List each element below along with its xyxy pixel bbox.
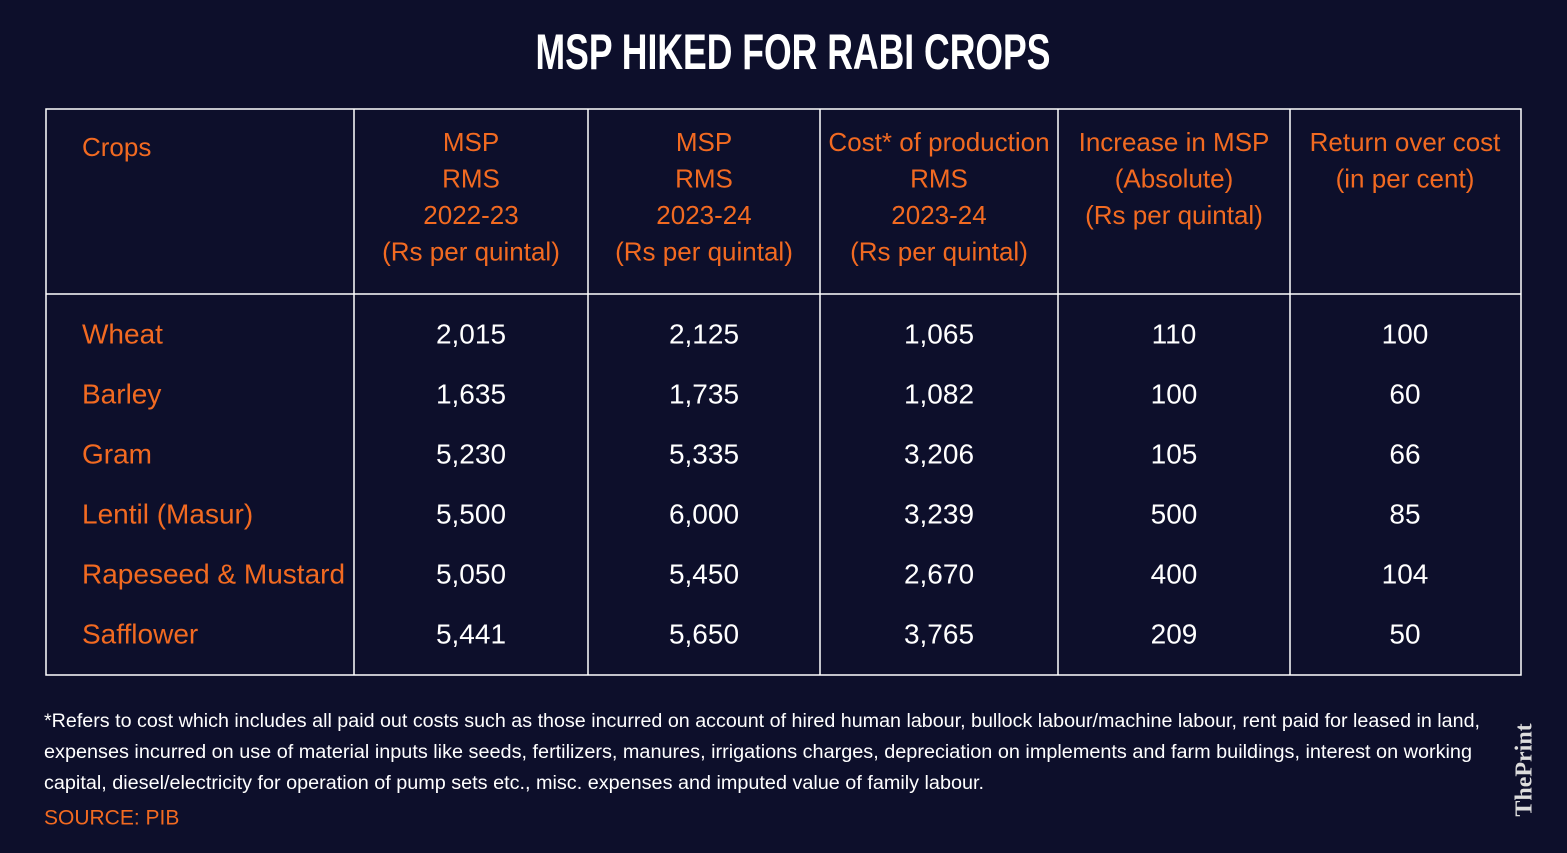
cell-value: 1,635 (436, 378, 506, 409)
crop-name: Barley (82, 378, 161, 409)
cell-value: 66 (1389, 438, 1420, 469)
footnote: expenses incurred on use of material inp… (44, 742, 1472, 763)
column-header: (in per cent) (1336, 163, 1475, 193)
cell-value: 105 (1151, 438, 1198, 469)
logo: ThePrint (1512, 723, 1538, 816)
column-header: RMS (442, 163, 500, 193)
crop-name: Wheat (82, 318, 163, 349)
column-header: (Rs per quintal) (1085, 200, 1263, 230)
cell-value: 5,500 (436, 498, 506, 529)
source: SOURCE: PIB (44, 807, 179, 830)
footnote: *Refers to cost which includes all paid … (44, 711, 1480, 732)
column-header: MSP (443, 127, 499, 157)
cell-value: 5,450 (669, 558, 739, 589)
footnote: capital, diesel/electricity for operatio… (44, 773, 984, 794)
crop-name: Gram (82, 438, 152, 469)
cell-value: 3,206 (904, 438, 974, 469)
crop-name: Rapeseed & Mustard (82, 558, 345, 589)
cell-value: 104 (1382, 558, 1429, 589)
cell-value: 85 (1389, 498, 1420, 529)
crop-name: Safflower (82, 618, 198, 649)
column-header: Return over cost (1310, 127, 1502, 157)
column-header: Crops (82, 132, 151, 162)
cell-value: 2,125 (669, 318, 739, 349)
column-header: RMS (910, 163, 968, 193)
column-header: 2022-23 (423, 200, 518, 230)
column-header: Increase in MSP (1079, 127, 1270, 157)
cell-value: 110 (1152, 318, 1197, 349)
title: MSP HIKED FOR RABI CROPS (536, 24, 1051, 80)
column-header: RMS (675, 163, 733, 193)
cell-value: 1,065 (904, 318, 974, 349)
cell-value: 400 (1151, 558, 1198, 589)
column-header: (Absolute) (1115, 163, 1234, 193)
cell-value: 5,335 (669, 438, 739, 469)
cell-value: 60 (1389, 378, 1420, 409)
column-header: Cost* of production (828, 127, 1049, 157)
cell-value: 209 (1151, 618, 1198, 649)
cell-value: 1,082 (904, 378, 974, 409)
column-header: 2023-24 (891, 200, 986, 230)
column-header: (Rs per quintal) (382, 236, 560, 266)
cell-value: 2,670 (904, 558, 974, 589)
column-header: (Rs per quintal) (615, 236, 793, 266)
table-grid (45, 108, 1522, 676)
column-header: 2023-24 (656, 200, 751, 230)
cell-value: 3,765 (904, 618, 974, 649)
cell-value: 100 (1382, 318, 1429, 349)
cell-value: 50 (1389, 618, 1420, 649)
cell-value: 5,441 (436, 618, 506, 649)
cell-value: 3,239 (904, 498, 974, 529)
crop-name: Lentil (Masur) (82, 498, 253, 529)
cell-value: 5,050 (436, 558, 506, 589)
cell-value: 5,650 (669, 618, 739, 649)
table-border (45, 108, 1522, 676)
cell-value: 6,000 (669, 498, 739, 529)
column-header: MSP (676, 127, 732, 157)
column-header: (Rs per quintal) (850, 236, 1028, 266)
cell-value: 100 (1151, 378, 1198, 409)
cell-value: 1,735 (669, 378, 739, 409)
cell-value: 2,015 (436, 318, 506, 349)
cell-value: 500 (1151, 498, 1198, 529)
cell-value: 5,230 (436, 438, 506, 469)
